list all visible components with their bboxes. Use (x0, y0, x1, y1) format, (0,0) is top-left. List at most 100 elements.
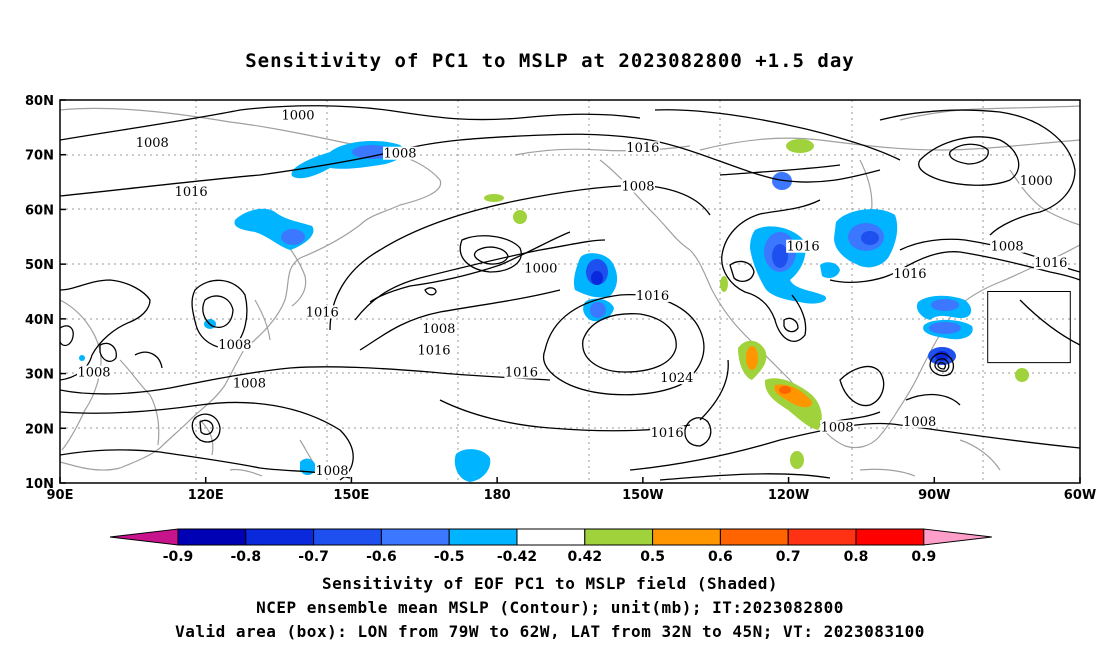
contour-label-bg (786, 239, 821, 253)
colorbar-segment (787, 528, 857, 546)
colorbar-segment (652, 528, 721, 546)
colorbar-segment (313, 528, 382, 546)
contour-label-bg (421, 321, 456, 335)
contour-label-bg (174, 185, 209, 199)
colorbar-label: -0.8 (230, 549, 261, 565)
contour-label-bg (902, 414, 937, 428)
contour-label: 1016 (636, 289, 669, 304)
lon-tick-label: 90E (47, 488, 74, 503)
lon-tick-label: 150E (333, 488, 369, 503)
colorbar-over-triangle (923, 528, 992, 546)
contour-label: 1008 (422, 322, 455, 337)
contour-label: 1016 (651, 426, 684, 441)
contour-label-bg (315, 464, 349, 478)
contour-label: 1000 (524, 262, 557, 277)
colorbar-label: 0.7 (776, 549, 801, 565)
colorbar-label: 0.9 (911, 549, 936, 565)
contour-label: 1008 (383, 147, 416, 162)
colorbar-label: 0.6 (708, 549, 733, 565)
contour-label-bg (232, 376, 267, 390)
contour-label-bg (417, 343, 451, 357)
contour-label: 1008 (991, 240, 1024, 255)
contour-label: 1008 (315, 464, 348, 479)
lon-tick-label: 120E (188, 488, 224, 503)
colorbar-label: 0.8 (844, 549, 869, 565)
mslp-contours (60, 105, 1080, 481)
colorbar-segment (584, 528, 654, 546)
contour-label: 1024 (660, 371, 693, 386)
contour-labels: 1000 1008 1008 1016 1008 1000 1016 1000 1016 1008… (77, 108, 1068, 479)
colorbar-label: 0.42 (568, 549, 603, 565)
colorbar-segment (448, 528, 518, 546)
colorbar-segment (245, 528, 315, 546)
contour-label-bg (504, 365, 539, 379)
map-axes: 90E 120E 150E 180 150W 120W 90W 60W 10N 20N 30N 40N… (25, 94, 1096, 503)
valid-area-box (987, 291, 1071, 364)
contour-label: 1016 (306, 305, 339, 320)
colorbar-label: -0.9 (163, 549, 194, 565)
contour-label-bg (990, 239, 1025, 253)
contour-label: 1016 (417, 344, 450, 359)
contour-label: 1000 (281, 108, 314, 123)
footer-line-1: Sensitivity of EOF PC1 to MSLP field (Sh… (322, 574, 778, 593)
contour-label-bg (1019, 174, 1054, 188)
lon-tick-label: 120W (768, 488, 809, 503)
contour-label: 1016 (787, 240, 820, 255)
contour-label-bg (305, 305, 340, 319)
colorbar-segment (516, 528, 586, 546)
contour-label-bg (217, 338, 252, 352)
contour-label-bg (893, 267, 927, 281)
footer-line-2: NCEP ensemble mean MSLP (Contour); unit(… (256, 598, 844, 617)
contour-label-bg (621, 179, 655, 193)
contour-label-bg (1033, 256, 1068, 270)
contour-label-bg (281, 108, 315, 122)
lat-tick-label: 80N (25, 94, 54, 109)
contour-label: 1008 (77, 366, 110, 381)
contour-label: 1008 (218, 338, 251, 353)
colorbar: -0.9 -0.8 -0.7 -0.6 -0.5 -0.42 0.42 0.5 0.6 0.7 0.… (109, 528, 992, 565)
colorbar-label: -0.7 (298, 549, 329, 565)
colorbar-segment (719, 528, 789, 546)
contour-label-bg (650, 425, 685, 439)
lat-tick-label: 70N (25, 149, 54, 164)
map-title: Sensitivity of PC1 to MSLP at 2023082800… (245, 50, 855, 72)
colorbar-label: -0.42 (497, 549, 537, 565)
colorbar-label: 0.5 (640, 549, 665, 565)
colorbar-segment (855, 528, 925, 546)
contour-label-bg (77, 365, 111, 379)
lon-tick-label: 60W (1064, 488, 1096, 503)
lat-tick-label: 60N (25, 203, 54, 218)
contour-label: 1008 (821, 420, 854, 435)
contour-label-bg (625, 141, 660, 155)
colorbar-segment (380, 528, 450, 546)
colorbar-label: -0.6 (366, 549, 397, 565)
contour-label: 1016 (626, 141, 659, 156)
contour-label: 1008 (621, 180, 654, 195)
contour-label: 1016 (893, 267, 926, 282)
lat-tick-label: 10N (25, 477, 54, 492)
contour-label-bg (635, 288, 670, 302)
lon-tick-label: 180 (484, 488, 511, 503)
lat-tick-label: 30N (25, 368, 54, 383)
lon-tick-label: 150W (622, 488, 663, 503)
lat-tick-label: 50N (25, 258, 54, 273)
contour-label: 1008 (136, 136, 169, 151)
contour-label-bg (135, 135, 170, 149)
lon-tick-label: 90W (918, 488, 950, 503)
map-frame (59, 99, 1081, 484)
contour-label-bg (523, 261, 558, 275)
footer-line-3: Valid area (box): LON from 79W to 62W, L… (175, 622, 925, 641)
colorbar-under-triangle (109, 528, 179, 546)
colorbar-label: -0.5 (434, 549, 465, 565)
lat-tick-label: 20N (25, 422, 54, 437)
contour-label: 1008 (903, 415, 936, 430)
contour-label-bg (659, 371, 694, 385)
lat-tick-label: 40N (25, 313, 54, 328)
contour-label-bg (820, 420, 855, 434)
contour-label: 1016 (175, 185, 208, 200)
contour-label: 1016 (505, 366, 538, 381)
colorbar-segment (177, 528, 247, 546)
contour-label: 1008 (233, 377, 266, 392)
contour-label: 1000 (1020, 174, 1053, 189)
